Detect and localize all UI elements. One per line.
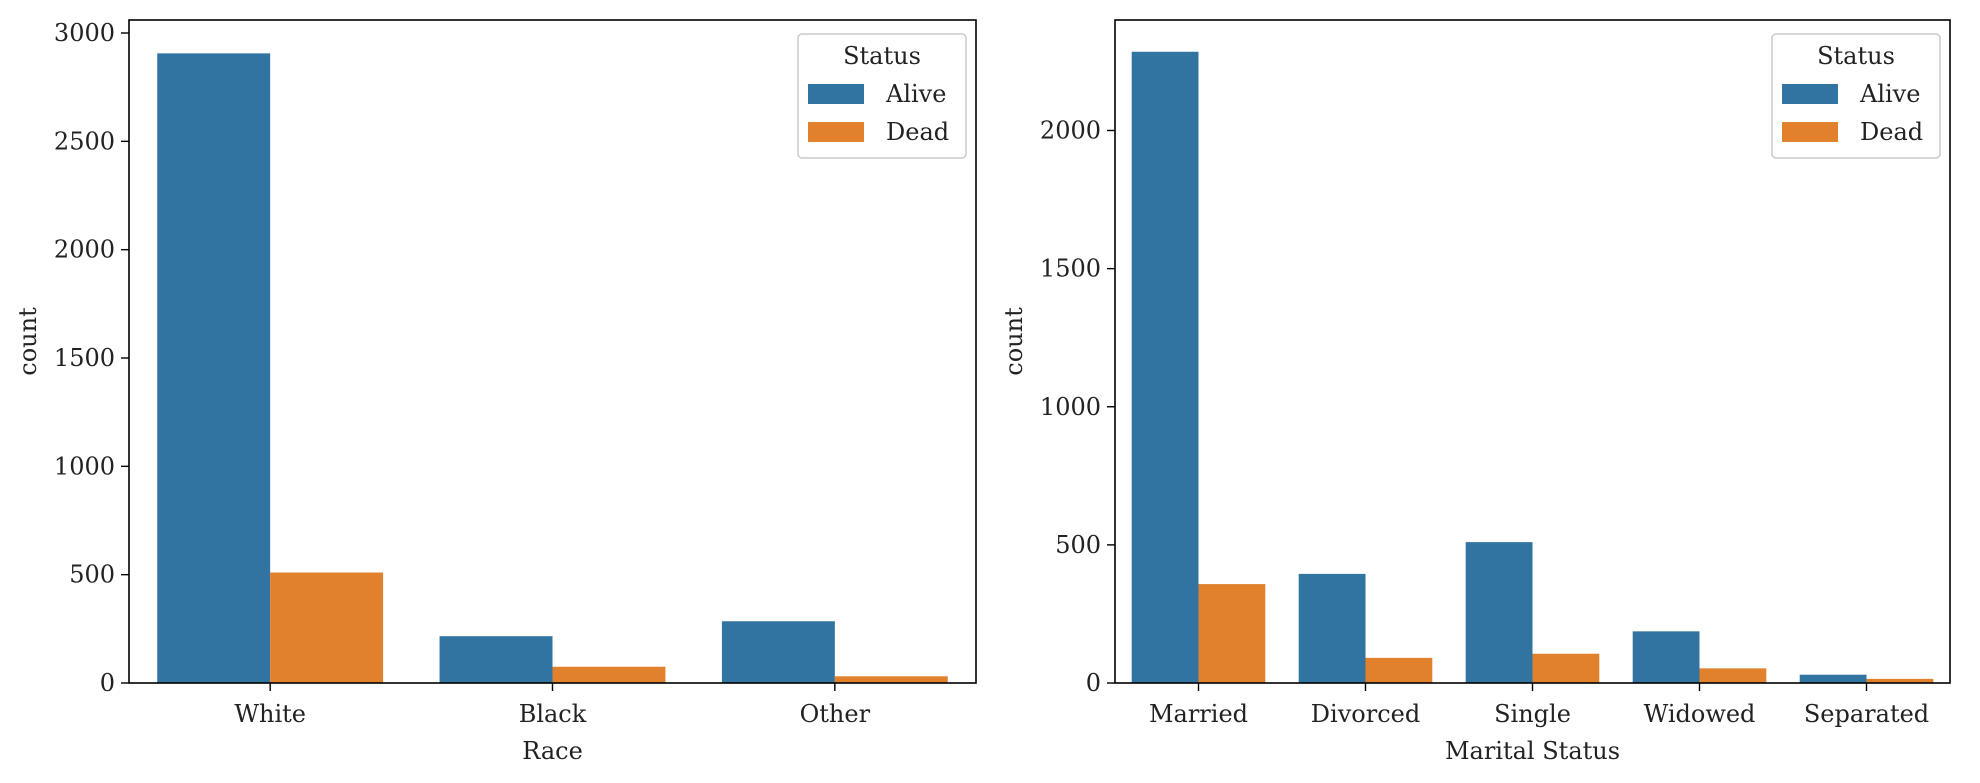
x-tick-label: Married <box>1149 700 1248 728</box>
legend: Status Alive Dead <box>797 33 967 159</box>
bar-dead-married <box>1198 584 1266 683</box>
y-tick-label: 0 <box>100 669 115 697</box>
x-tick-label: Separated <box>1804 700 1929 728</box>
y-tick-label: 1000 <box>54 452 115 480</box>
x-tick-label: White <box>234 700 306 728</box>
legend-label-dead: Dead <box>886 118 949 146</box>
legend-title: Status <box>843 42 921 70</box>
chart-race: 0 500 1000 1500 2000 2500 3000 White Black Other R… <box>14 19 977 765</box>
y-tick-label: 0 <box>1086 669 1101 697</box>
bar-dead-single <box>1532 653 1600 683</box>
y-tick-label: 1500 <box>1040 255 1101 283</box>
bar-dead-black <box>552 666 666 683</box>
x-axis-label: Race <box>522 737 583 765</box>
bar-dead-separated <box>1866 678 1934 683</box>
bar-dead-divorced <box>1365 657 1433 683</box>
x-tick-label: Black <box>519 700 587 728</box>
x-tick-label: Divorced <box>1311 700 1420 728</box>
legend-label-dead: Dead <box>1860 118 1923 146</box>
x-tick-label: Single <box>1494 700 1571 728</box>
bar-alive-black <box>439 636 553 683</box>
y-tick-label: 1000 <box>1040 393 1101 421</box>
y-tick-label: 500 <box>1055 531 1101 559</box>
legend-swatch-dead <box>808 122 864 142</box>
y-tick-label: 2000 <box>1040 117 1101 145</box>
bar-dead-white <box>270 572 384 683</box>
bar-alive-divorced <box>1298 573 1366 683</box>
bar-dead-widowed <box>1699 668 1767 683</box>
legend-label-alive: Alive <box>885 80 946 108</box>
chart-marital-status: 0 500 1000 1500 2000 Married Divorced Single Wid… <box>1000 19 1951 765</box>
legend-swatch-alive <box>808 84 864 104</box>
y-axis-label: count <box>1000 307 1028 376</box>
legend-label-alive: Alive <box>1859 80 1920 108</box>
x-tick-label: Widowed <box>1644 700 1756 728</box>
bar-dead-other <box>834 676 948 683</box>
bar-alive-white <box>157 53 271 684</box>
legend-swatch-dead <box>1782 122 1838 142</box>
x-tick-label: Other <box>800 700 871 728</box>
bar-alive-married <box>1131 51 1199 683</box>
y-tick-label: 2000 <box>54 236 115 264</box>
bar-alive-other <box>721 621 835 683</box>
y-tick-label: 3000 <box>54 19 115 47</box>
y-tick-label: 2500 <box>54 127 115 155</box>
y-tick-label: 1500 <box>54 344 115 372</box>
y-axis-label: count <box>14 307 42 376</box>
y-tick-label: 500 <box>69 561 115 589</box>
bar-alive-single <box>1465 542 1533 683</box>
legend: Status Alive Dead <box>1771 33 1941 159</box>
legend-swatch-alive <box>1782 84 1838 104</box>
bar-alive-separated <box>1799 674 1867 683</box>
legend-title: Status <box>1817 42 1895 70</box>
x-axis-label: Marital Status <box>1445 737 1620 765</box>
bar-alive-widowed <box>1632 631 1700 683</box>
